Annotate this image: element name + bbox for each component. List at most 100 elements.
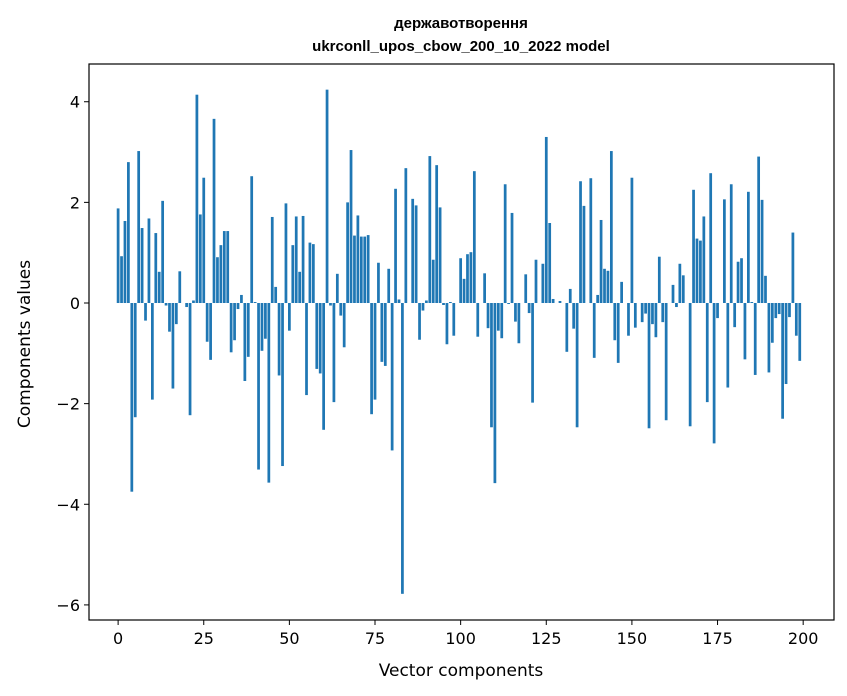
bar [493,303,497,484]
bar [774,303,778,319]
bar [363,236,367,304]
bar [709,173,713,304]
bar [298,271,302,304]
bar [483,273,486,304]
bar [702,216,706,303]
bar [277,303,281,376]
bar [329,303,332,306]
bar [195,94,199,303]
bar [671,284,675,303]
chart-title: державотворення [394,15,528,32]
bar [620,281,623,303]
bar [760,199,764,304]
bar [788,303,791,318]
bar [476,303,480,337]
bar [531,303,534,403]
bar [589,178,593,304]
bar [356,215,360,303]
bar [627,303,630,336]
bar [613,303,617,341]
bar [640,303,644,323]
bar [435,165,439,304]
bar [767,303,771,373]
y-tick-label: −6 [56,596,80,615]
bar [325,89,329,303]
bar [572,303,576,329]
bar [305,303,308,396]
bar [651,303,654,325]
bar [188,303,192,416]
bar [418,303,421,340]
bar [712,303,716,444]
x-tick-label: 75 [365,629,385,648]
bar [349,150,353,303]
bar [144,303,147,321]
bar [359,236,363,304]
bar [157,271,161,304]
bar [726,303,730,388]
bar [524,274,528,303]
bar [657,256,661,303]
x-tick-label: 100 [445,629,476,648]
bar [414,205,418,303]
bar [548,223,552,303]
bar [688,303,692,427]
bar [318,303,322,374]
bar [764,275,767,303]
bar [681,275,685,303]
bar [794,303,798,336]
bar [284,203,288,304]
bar [609,151,613,304]
bars-group [116,89,802,594]
bar [469,252,473,303]
bar [243,303,247,381]
bar [699,240,702,303]
bar [137,151,141,304]
bar [253,302,257,304]
bar [161,200,165,303]
bar [633,303,637,328]
x-tick-label: 175 [702,629,733,648]
bar [514,303,517,322]
bar [229,303,233,353]
bar [233,303,236,341]
bar [322,303,325,430]
y-tick-label: 4 [70,93,80,112]
bar [270,216,274,303]
bar [661,303,665,323]
x-axis-ticks: 0 25 50 75 100 125 150 175 200 [113,620,818,648]
bar [750,302,754,304]
bar [664,303,668,421]
bar [692,189,695,303]
bar [716,303,719,319]
bar [459,258,463,303]
bar [603,268,606,304]
bar [174,303,178,325]
bar [380,303,384,362]
bar [558,300,562,303]
bar [654,303,658,338]
bar [264,303,267,339]
bar [791,232,795,303]
bar [606,270,610,303]
bar [198,214,202,304]
bar [428,156,432,303]
bar [222,231,226,303]
bar [500,303,504,339]
bar [527,303,531,314]
bar [168,303,171,332]
bar [462,278,466,303]
y-tick-label: 2 [70,193,80,212]
bar [390,303,394,451]
bar [120,256,123,303]
bar [770,303,774,343]
bar [753,303,757,375]
bar [140,228,144,303]
bar [592,303,596,358]
bar [568,288,572,304]
y-tick-label: −4 [56,495,80,514]
bar [743,303,747,360]
bar [127,162,130,304]
x-tick-label: 50 [279,629,299,648]
bar [387,268,391,304]
